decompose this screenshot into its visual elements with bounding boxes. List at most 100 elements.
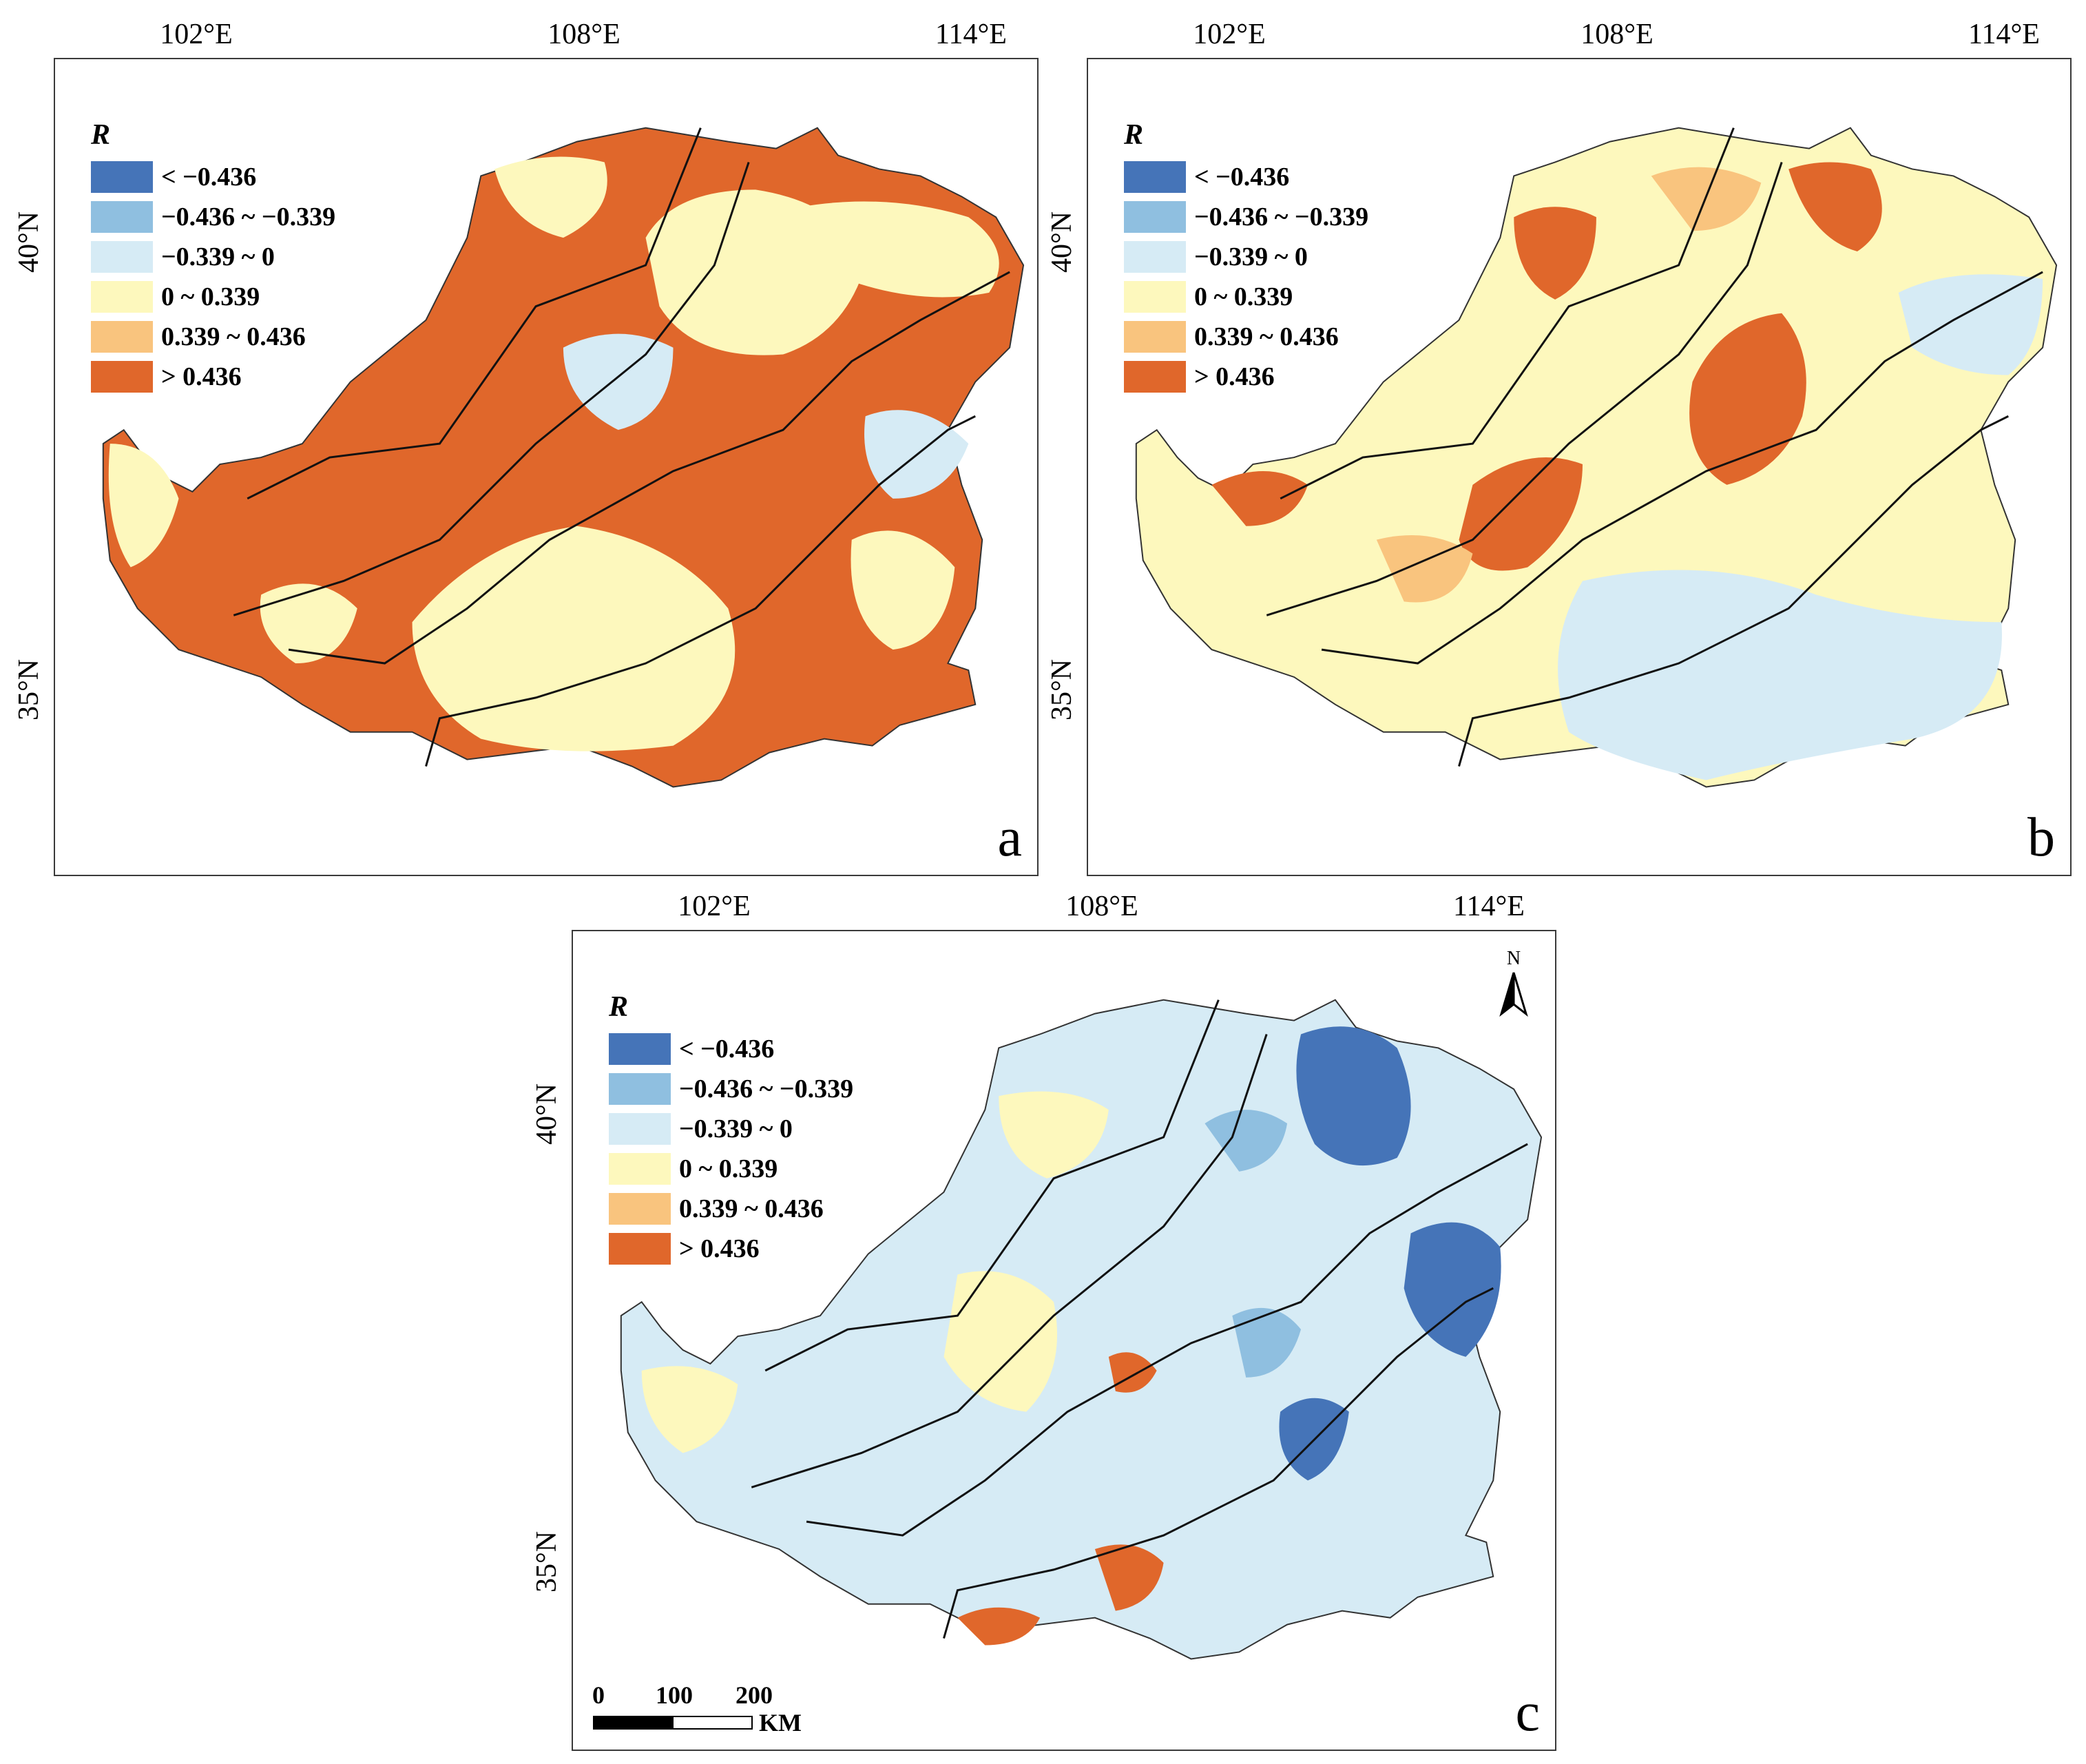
lon-label-114: 114°E (1453, 891, 1525, 922)
blob-a-4 (851, 530, 955, 650)
legend-row: < −0.436 (609, 1029, 853, 1069)
blob-b-8 (1558, 570, 2002, 780)
legend-label: 0 ~ 0.339 (161, 282, 260, 311)
legend-label: > 0.436 (679, 1234, 760, 1263)
blob-c-2 (1404, 1222, 1501, 1357)
legend-label: 0 ~ 0.339 (1194, 282, 1293, 311)
map-panel-b: 102°E 108°E 114°E 40°N 35°N R < −0.436 −… (1046, 19, 2072, 876)
blob-b-7 (1376, 535, 1473, 603)
legend-row: 0.339 ~ 0.436 (91, 317, 335, 357)
zone-lines-c (751, 999, 1528, 1639)
scale-unit: KM (759, 1709, 802, 1736)
legend-swatch (609, 1073, 671, 1105)
blob-a-3 (412, 526, 736, 751)
legend-label: 0 ~ 0.339 (679, 1154, 778, 1183)
legend-row: > 0.436 (91, 357, 335, 397)
legend-row: 0 ~ 0.339 (609, 1149, 853, 1189)
legend-label: 0.339 ~ 0.436 (1194, 322, 1339, 351)
legend-swatch (1124, 241, 1186, 273)
blob-b-9 (1898, 274, 2043, 375)
legend-swatch (1124, 361, 1186, 393)
legend-label: 0.339 ~ 0.436 (161, 322, 306, 351)
lat-label-35: 35°N (13, 658, 45, 720)
zone-lines-a (233, 127, 1010, 767)
map-b (1135, 127, 2058, 788)
legend-label: −0.339 ~ 0 (1194, 242, 1308, 271)
legend-row: 0 ~ 0.339 (1124, 277, 1368, 317)
blob-b-4 (1514, 207, 1596, 300)
lon-label-102: 102°E (1193, 19, 1266, 50)
legend-label: > 0.436 (161, 362, 242, 391)
scale-bar: 0 100 200 KM (592, 1681, 802, 1736)
blob-b-1 (1689, 313, 1806, 485)
blob-b-2 (1459, 457, 1583, 571)
legend-swatch (1124, 321, 1186, 353)
legend-row: < −0.436 (1124, 157, 1368, 197)
legend-row: < −0.436 (91, 157, 335, 197)
legend-swatch (1124, 281, 1186, 313)
legend-label: 0.339 ~ 0.436 (679, 1194, 824, 1223)
legend-label: −0.436 ~ −0.339 (679, 1075, 854, 1103)
legend-label: > 0.436 (1194, 362, 1275, 391)
legend-swatch (1124, 201, 1186, 233)
lat-label-35: 35°N (1046, 658, 1078, 720)
legend-swatch (609, 1153, 671, 1185)
legend-title: R (1124, 119, 1144, 151)
lat-label-40: 40°N (13, 211, 45, 273)
blob-c-9 (1094, 1544, 1164, 1611)
legend-swatch (91, 161, 153, 193)
north-label: N (1507, 948, 1521, 969)
legend-row: 0.339 ~ 0.436 (609, 1189, 853, 1229)
north-arrow: N (1493, 945, 1534, 1021)
legend-title: R (91, 119, 111, 151)
panel-letter-c: c (1515, 1682, 1540, 1743)
lon-label-108: 108°E (1065, 891, 1138, 922)
blob-c-1 (1296, 1026, 1411, 1166)
legend-swatch (91, 281, 153, 313)
legend-row: 0.339 ~ 0.436 (1124, 317, 1368, 357)
lon-label-114: 114°E (1968, 19, 2040, 50)
map-panel-a: 102°E 108°E 114°E 40°N 35°N R < −0.436 −… (13, 19, 1039, 876)
blob-b-5 (1211, 470, 1308, 526)
map-a (102, 127, 1025, 788)
map-panel-c: 102°E 108°E 114°E 40°N 35°N R < −0.436 −… (531, 891, 1556, 1751)
blob-c-7 (641, 1366, 738, 1453)
blob-c-4 (1204, 1110, 1288, 1172)
legend-swatch (91, 241, 153, 273)
blob-a-8 (563, 333, 674, 430)
legend-swatch (609, 1113, 671, 1145)
legend-a: R < −0.436 −0.436 ~ −0.339 −0.339 ~ 0 0 … (91, 118, 335, 397)
blob-c-6 (943, 1271, 1058, 1412)
legend-row: 0 ~ 0.339 (91, 277, 335, 317)
scale-tick-100: 100 (656, 1681, 693, 1709)
legend-swatch (91, 201, 153, 233)
blob-b-3 (1788, 162, 1882, 252)
lon-label-108: 108°E (547, 19, 620, 50)
lat-label-35: 35°N (531, 1530, 563, 1592)
legend-label: < −0.436 (1194, 163, 1290, 191)
legend-row: > 0.436 (1124, 357, 1368, 397)
blob-a-7 (260, 583, 357, 664)
north-arrow-icon: N (1499, 948, 1528, 1017)
scale-bar-graphic (593, 1716, 753, 1730)
panel-letter-b: b (2027, 807, 2055, 868)
legend-label: < −0.436 (679, 1035, 775, 1063)
lat-label-40: 40°N (1046, 211, 1078, 273)
panel-letter-a: a (997, 807, 1022, 868)
scale-tick-200: 200 (736, 1681, 773, 1709)
legend-label: −0.436 ~ −0.339 (161, 203, 336, 231)
map-c (620, 999, 1543, 1660)
legend-label: < −0.436 (161, 163, 257, 191)
legend-swatch (1124, 161, 1186, 193)
blob-a-6 (494, 156, 607, 238)
lon-label-114: 114°E (935, 19, 1007, 50)
legend-row: −0.436 ~ −0.339 (609, 1069, 853, 1109)
legend-c: R < −0.436 −0.436 ~ −0.339 −0.339 ~ 0 0 … (609, 990, 853, 1269)
lon-label-102: 102°E (678, 891, 751, 922)
legend-title: R (609, 991, 629, 1023)
legend-swatch (91, 361, 153, 393)
legend-swatch (609, 1193, 671, 1225)
legend-row: −0.339 ~ 0 (1124, 237, 1368, 277)
legend-row: −0.339 ~ 0 (91, 237, 335, 277)
lat-label-40: 40°N (531, 1083, 563, 1145)
